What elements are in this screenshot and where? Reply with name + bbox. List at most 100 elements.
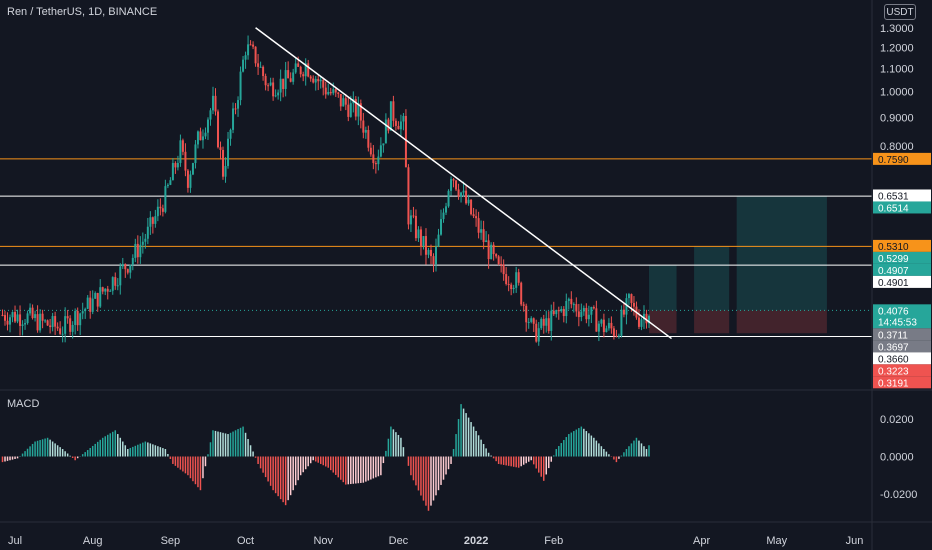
candle-body: [287, 70, 290, 79]
candle: [542, 314, 545, 334]
candle: [269, 77, 272, 87]
candle-body: [159, 206, 162, 209]
candle-body: [532, 318, 535, 324]
candle-body: [645, 313, 648, 324]
price-tick-label: 1.2000: [880, 42, 914, 54]
candle: [570, 291, 573, 309]
candle-body: [144, 238, 147, 242]
price-label-bg: [873, 304, 931, 329]
price-label-text: 0.4907: [878, 266, 909, 277]
candle-body: [227, 138, 230, 166]
candle-body: [364, 129, 367, 133]
candle: [184, 143, 187, 177]
candle: [234, 103, 237, 115]
candle-body: [324, 87, 327, 95]
candle-body: [211, 95, 214, 111]
candle: [537, 322, 540, 346]
candle-body: [445, 206, 448, 213]
candle: [24, 318, 27, 330]
candle-body: [111, 277, 114, 291]
candle: [322, 77, 325, 96]
candle: [329, 87, 332, 96]
candle-body: [141, 241, 144, 245]
candle-body: [69, 318, 72, 332]
candle: [69, 315, 72, 336]
candle: [76, 307, 79, 331]
candle: [447, 189, 450, 208]
candle: [106, 285, 109, 300]
candle: [522, 301, 525, 312]
candle: [517, 268, 520, 286]
candle-body: [327, 91, 330, 95]
candle: [562, 306, 565, 323]
price-label-bg: [873, 251, 931, 264]
candle: [161, 204, 164, 217]
candle: [510, 282, 513, 296]
candle-body: [617, 335, 620, 337]
candle-body: [587, 314, 590, 320]
candle-body: [91, 298, 94, 312]
candle: [369, 142, 372, 157]
candle-body: [354, 99, 357, 117]
trendline[interactable]: [255, 27, 672, 340]
price-label-text: 0.3660: [878, 354, 909, 365]
candle: [490, 242, 493, 260]
candle-body: [540, 318, 543, 329]
candle: [284, 61, 287, 97]
candle-body: [435, 246, 437, 265]
candle: [632, 296, 635, 316]
candle: [547, 311, 550, 334]
candle-body: [171, 163, 174, 181]
candle: [134, 238, 137, 263]
candle-body: [522, 304, 525, 306]
candle: [502, 259, 505, 281]
candle: [409, 209, 412, 233]
candle-body: [404, 115, 407, 168]
symbol-title[interactable]: Ren / TetherUS, 1D, BINANCE: [7, 6, 158, 18]
price-label-text: 0.3697: [878, 342, 909, 353]
candle-body: [359, 103, 362, 121]
candle-body: [79, 313, 82, 326]
candle: [567, 297, 570, 310]
candle: [622, 302, 625, 318]
candle-body: [437, 234, 440, 247]
candle: [452, 178, 455, 188]
candle: [512, 284, 515, 294]
currency-button[interactable]: USDT: [884, 4, 916, 20]
candle-body: [257, 63, 260, 67]
candle: [249, 40, 252, 46]
candle: [252, 41, 255, 50]
candle: [129, 264, 132, 279]
candle: [254, 46, 257, 67]
time-tick-label: Sep: [161, 535, 181, 547]
candle: [552, 301, 555, 316]
candle-body: [597, 323, 600, 332]
candle: [119, 263, 122, 295]
candle: [279, 69, 282, 102]
candle: [146, 217, 149, 245]
candle: [440, 209, 443, 236]
candle-body: [309, 76, 312, 79]
candle-body: [191, 163, 194, 175]
candle: [227, 131, 230, 169]
candle: [465, 184, 468, 205]
candle-body: [146, 226, 149, 239]
candle-body: [234, 108, 237, 110]
candle-body: [294, 63, 297, 73]
candle: [176, 155, 179, 171]
candle-body: [31, 307, 34, 319]
candle-body: [184, 151, 187, 171]
candle: [282, 78, 285, 98]
price-label-bg: [873, 239, 931, 252]
macd-title[interactable]: MACD: [7, 398, 40, 410]
candle: [384, 113, 387, 144]
price-label: 0.5299: [873, 251, 931, 265]
candle: [74, 308, 77, 335]
candle: [307, 59, 310, 78]
candle-body: [11, 312, 14, 318]
candle: [139, 236, 142, 264]
candle: [399, 114, 402, 137]
candle: [357, 96, 360, 126]
